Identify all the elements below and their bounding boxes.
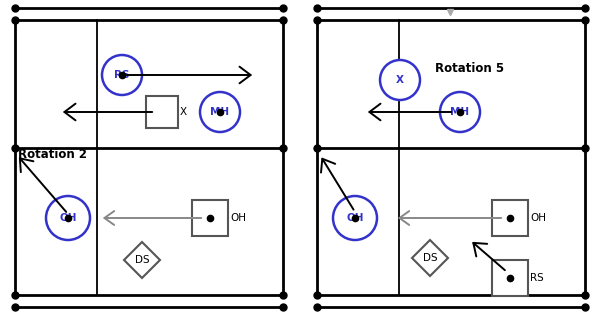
Bar — [146, 96, 178, 128]
Circle shape — [333, 196, 377, 240]
Text: X: X — [180, 107, 187, 117]
Circle shape — [102, 55, 142, 95]
Text: OH: OH — [230, 213, 246, 223]
Text: OH: OH — [59, 213, 77, 223]
Text: DS: DS — [134, 255, 149, 265]
Text: Rotation 2: Rotation 2 — [18, 148, 87, 162]
Text: MH: MH — [451, 107, 470, 117]
Polygon shape — [124, 242, 160, 278]
Text: X: X — [396, 75, 404, 85]
Bar — [492, 200, 528, 236]
Text: DS: DS — [422, 253, 437, 263]
Text: RS: RS — [530, 273, 544, 283]
Text: OH: OH — [530, 213, 546, 223]
Circle shape — [440, 92, 480, 132]
Bar — [192, 200, 228, 236]
Circle shape — [380, 60, 420, 100]
Bar — [492, 260, 528, 296]
Polygon shape — [412, 240, 448, 276]
Text: MH: MH — [211, 107, 230, 117]
Text: RS: RS — [114, 70, 130, 80]
Circle shape — [46, 196, 90, 240]
Circle shape — [200, 92, 240, 132]
Text: OH: OH — [346, 213, 364, 223]
Text: Rotation 5: Rotation 5 — [435, 61, 504, 75]
